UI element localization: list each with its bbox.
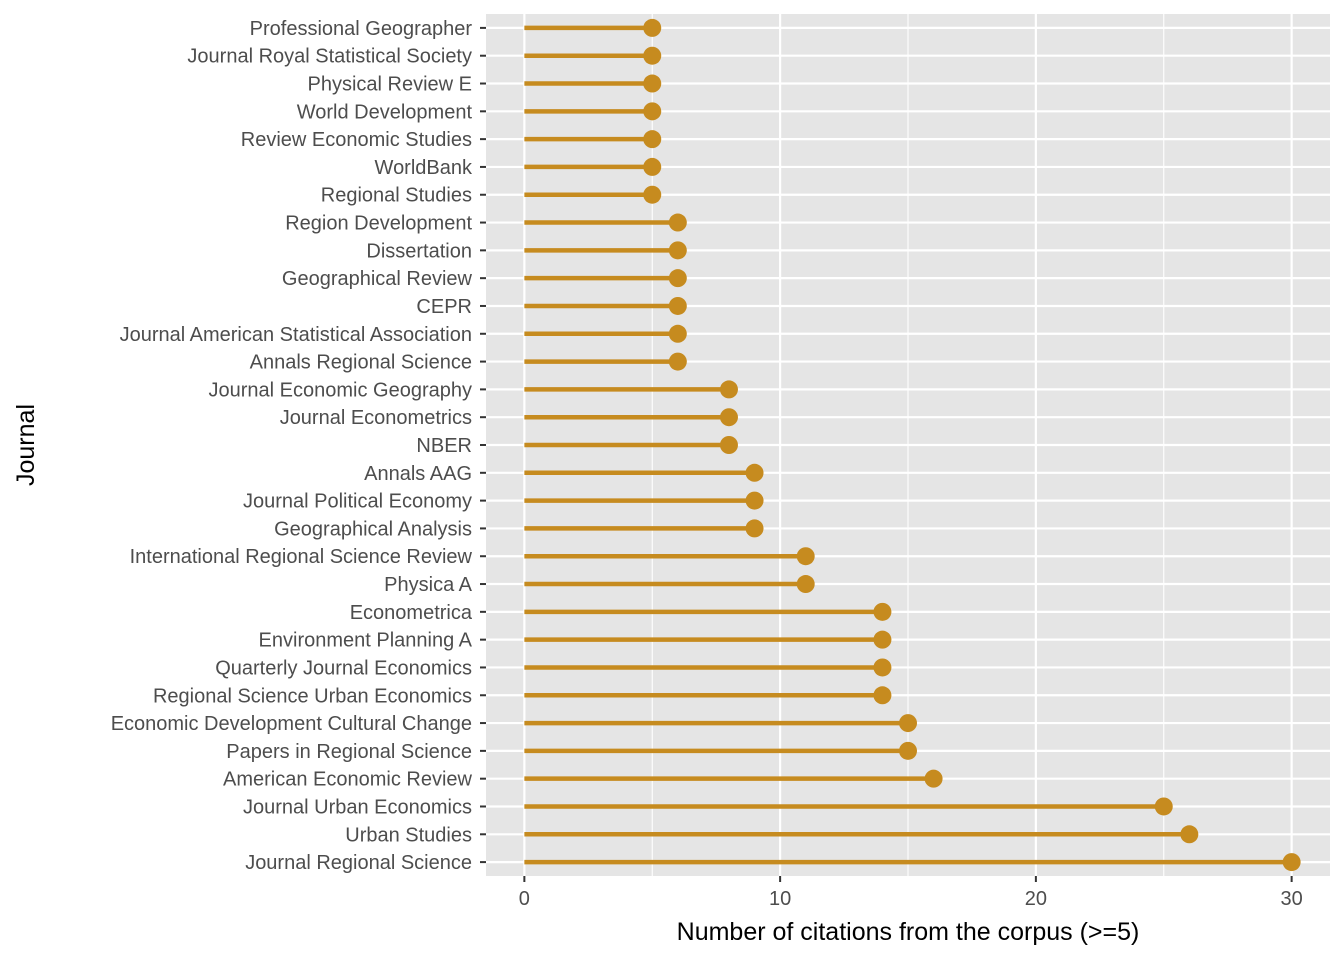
lollipop-stems: [524, 25, 1292, 865]
y-tick-label: Geographical Analysis: [274, 518, 472, 540]
y-tick-label: NBER: [416, 435, 472, 457]
y-tick-label: Annals Regional Science: [250, 352, 472, 374]
lollipop-dot: [745, 519, 764, 538]
lollipop-dot: [873, 630, 892, 649]
y-tick-label: Regional Science Urban Economics: [153, 685, 472, 707]
lollipop-dots: [643, 18, 1301, 872]
lollipop-dot: [668, 324, 687, 343]
lollipop-dot: [668, 213, 687, 232]
x-tick-label: 0: [519, 888, 530, 910]
lollipop-dot: [873, 602, 892, 621]
y-tick-label: Physica A: [384, 574, 472, 596]
lollipop-dot: [873, 686, 892, 705]
lollipop-dot: [899, 714, 917, 733]
lollipop-dot: [796, 575, 815, 594]
y-tick-label: Journal Royal Statistical Society: [187, 46, 472, 68]
y-tick-label: Journal Regional Science: [245, 852, 472, 874]
x-axis-title: Number of citations from the corpus (>=5…: [677, 918, 1140, 946]
lollipop-dot: [873, 658, 892, 677]
x-axis: 0 10 20 30: [519, 876, 1303, 910]
lollipop-dot: [899, 741, 917, 760]
lollipop-dot: [643, 102, 662, 121]
lollipop-dot: [643, 18, 662, 37]
y-axis: Professional Geographer Journal Royal Sta…: [111, 18, 486, 874]
x-tick-label: 30: [1281, 888, 1303, 910]
y-tick-label: Region Development: [285, 213, 472, 235]
y-tick-label: Journal Urban Economics: [243, 796, 472, 818]
lollipop-dot: [924, 769, 943, 788]
y-tick-label: Dissertation: [366, 240, 472, 262]
lollipop-dot: [668, 241, 687, 260]
lollipop-dot: [643, 74, 662, 93]
lollipop-dot: [668, 352, 687, 371]
lollipop-dot: [643, 46, 662, 65]
y-tick-label: Regional Studies: [321, 185, 472, 207]
lollipop-dot: [1180, 825, 1199, 844]
lollipop-dot: [745, 491, 764, 510]
lollipop-dot: [745, 463, 764, 482]
y-tick-label: WorldBank: [375, 157, 473, 179]
y-tick-label: Urban Studies: [345, 824, 472, 846]
y-axis-title: Journal: [12, 404, 40, 486]
y-tick-label: Environment Planning A: [259, 630, 473, 652]
y-tick-label: Papers in Regional Science: [226, 741, 472, 763]
y-tick-label: Journal Economic Geography: [209, 379, 472, 401]
y-tick-label: Geographical Review: [282, 268, 473, 290]
y-tick-label: Annals AAG: [364, 463, 472, 485]
y-tick-label: Physical Review E: [307, 74, 472, 96]
y-tick-label: Professional Geographer: [250, 18, 473, 40]
lollipop-dot: [643, 157, 662, 176]
lollipop-dot: [643, 130, 662, 149]
y-tick-label: World Development: [297, 101, 473, 123]
lollipop-dot: [1282, 853, 1301, 872]
lollipop-dot: [719, 380, 738, 399]
y-tick-label: Journal Econometrics: [280, 407, 472, 429]
y-tick-label: Economic Development Cultural Change: [111, 713, 472, 735]
x-tick-label: 20: [1025, 888, 1047, 910]
y-tick-label: Econometrica: [350, 602, 473, 624]
lollipop-dot: [643, 185, 662, 204]
lollipop-dot: [668, 269, 687, 288]
lollipop-dot: [719, 436, 738, 454]
y-tick-label: International Regional Science Review: [130, 546, 473, 568]
x-tick-label: 10: [769, 888, 791, 910]
y-tick-label: Journal Political Economy: [243, 491, 472, 513]
y-tick-label: Quarterly Journal Economics: [215, 657, 472, 679]
y-tick-label: CEPR: [416, 296, 472, 318]
lollipop-dot: [719, 408, 738, 427]
y-tick-label: American Economic Review: [223, 769, 473, 791]
lollipop-dot: [1154, 797, 1173, 816]
y-tick-label: Journal American Statistical Association: [120, 324, 472, 346]
y-tick-label: Review Economic Studies: [241, 129, 472, 151]
lollipop-dot: [668, 296, 687, 315]
lollipop-dot: [796, 547, 815, 566]
